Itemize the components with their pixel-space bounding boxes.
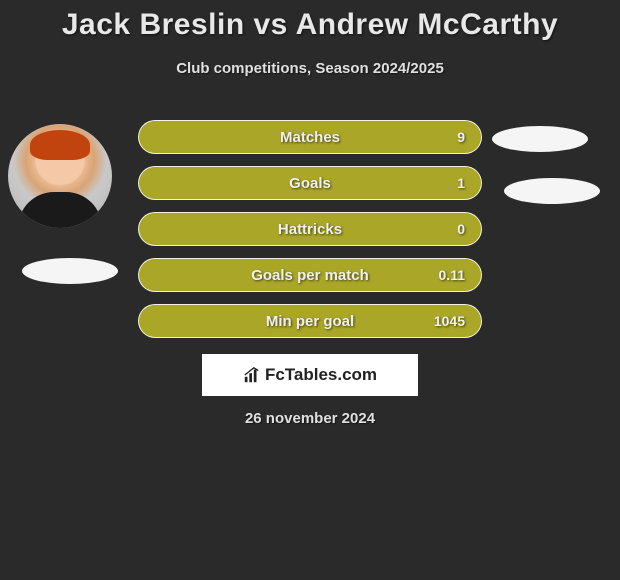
logo-text: FcTables.com <box>265 365 377 385</box>
stat-row-matches: Matches 9 <box>138 120 482 154</box>
stat-value: 0 <box>457 213 465 245</box>
snapshot-date: 26 november 2024 <box>0 410 620 427</box>
stat-value: 0.11 <box>439 259 465 291</box>
stat-row-goals-per-match: Goals per match 0.11 <box>138 258 482 292</box>
stat-label: Goals per match <box>139 259 481 291</box>
stat-value: 1 <box>457 167 465 199</box>
stat-label: Hattricks <box>139 213 481 245</box>
stats-container: Matches 9 Goals 1 Hattricks 0 Goals per … <box>138 120 482 350</box>
fctables-logo[interactable]: FcTables.com <box>202 354 418 396</box>
stat-value: 1045 <box>434 305 465 337</box>
stat-row-min-per-goal: Min per goal 1045 <box>138 304 482 338</box>
chart-icon <box>243 366 261 384</box>
stat-row-hattricks: Hattricks 0 <box>138 212 482 246</box>
decorative-oval-left <box>22 258 118 284</box>
subtitle: Club competitions, Season 2024/2025 <box>0 60 620 77</box>
player-left-photo <box>8 124 112 228</box>
decorative-oval-right-2 <box>504 178 600 204</box>
page-title: Jack Breslin vs Andrew McCarthy <box>0 0 620 42</box>
decorative-oval-right-1 <box>492 126 588 152</box>
stat-label: Goals <box>139 167 481 199</box>
stat-value: 9 <box>457 121 465 153</box>
stat-row-goals: Goals 1 <box>138 166 482 200</box>
stat-label: Min per goal <box>139 305 481 337</box>
stat-label: Matches <box>139 121 481 153</box>
